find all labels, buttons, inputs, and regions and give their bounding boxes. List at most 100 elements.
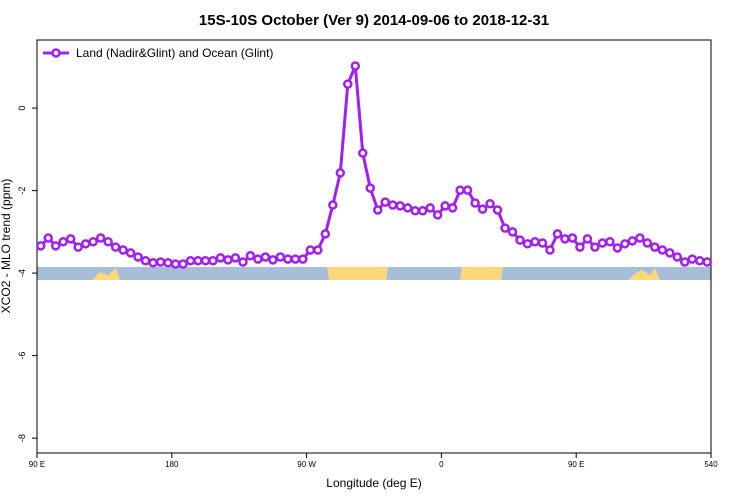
data-point bbox=[260, 252, 271, 262]
x-tick-label: 540 bbox=[704, 460, 718, 469]
data-point bbox=[702, 257, 713, 267]
data-point bbox=[672, 252, 683, 262]
land-patch bbox=[92, 268, 120, 280]
data-point bbox=[515, 235, 525, 245]
x-tick-label: 180 bbox=[165, 460, 179, 469]
land-ocean-strip bbox=[37, 267, 711, 280]
data-point bbox=[680, 257, 690, 267]
data-point bbox=[627, 236, 638, 246]
data-point bbox=[245, 251, 256, 261]
data-point bbox=[447, 203, 458, 213]
y-axis-label: XCO2 - MLO trend (ppm) bbox=[0, 179, 13, 314]
data-point bbox=[657, 245, 668, 255]
data-point bbox=[118, 245, 128, 255]
data-point bbox=[178, 259, 188, 269]
data-point bbox=[170, 259, 181, 269]
data-point bbox=[500, 223, 510, 233]
data-point bbox=[485, 199, 495, 209]
data-point bbox=[560, 234, 570, 244]
data-point bbox=[417, 206, 428, 216]
data-point bbox=[43, 233, 53, 243]
legend-label: Land (Nadir&Glint) and Ocean (Glint) bbox=[76, 46, 273, 60]
y-tick-label: 0 bbox=[17, 106, 27, 111]
data-point bbox=[620, 239, 630, 249]
data-point bbox=[200, 255, 211, 266]
data-point bbox=[358, 148, 368, 158]
legend-marker bbox=[51, 48, 61, 58]
data-point bbox=[402, 203, 413, 213]
data-point bbox=[410, 206, 420, 216]
data-point bbox=[440, 201, 450, 211]
data-point bbox=[238, 257, 248, 267]
data-point bbox=[507, 227, 518, 237]
data-point bbox=[320, 229, 331, 239]
data-point bbox=[185, 255, 196, 266]
land-patch bbox=[628, 268, 660, 280]
data-point bbox=[155, 257, 166, 267]
data-point bbox=[35, 241, 46, 251]
y-tick-label: -8 bbox=[17, 434, 27, 442]
data-point bbox=[687, 254, 698, 264]
data-point bbox=[537, 238, 548, 248]
data-point bbox=[328, 200, 338, 210]
data-point bbox=[597, 238, 608, 248]
data-point bbox=[650, 242, 660, 252]
data-point bbox=[567, 233, 578, 243]
data-point bbox=[110, 242, 121, 252]
x-tick-label: 0 bbox=[439, 460, 444, 469]
land-patch bbox=[460, 267, 503, 280]
data-point bbox=[298, 254, 308, 264]
data-point bbox=[215, 253, 226, 263]
data-point bbox=[522, 239, 533, 249]
data-point bbox=[665, 248, 675, 258]
data-point bbox=[380, 197, 390, 207]
data-point bbox=[470, 198, 480, 208]
chart-title: 15S-10S October (Ver 9) 2014-09-06 to 20… bbox=[199, 12, 549, 29]
data-point bbox=[350, 61, 361, 71]
data-point bbox=[125, 248, 136, 258]
data-point bbox=[477, 204, 488, 214]
data-point bbox=[223, 255, 233, 265]
data-point bbox=[545, 245, 555, 255]
data-point bbox=[290, 254, 301, 264]
data-point bbox=[343, 79, 353, 89]
data-point bbox=[612, 243, 623, 253]
data-point bbox=[335, 168, 346, 178]
series-line bbox=[39, 65, 708, 266]
data-point bbox=[275, 252, 286, 262]
data-point bbox=[387, 200, 398, 210]
data-point bbox=[148, 258, 158, 268]
x-tick-label: 90 E bbox=[29, 460, 45, 469]
x-tick-label: 90 W bbox=[297, 460, 316, 469]
data-point bbox=[372, 205, 383, 215]
data-point bbox=[88, 237, 98, 247]
data-point bbox=[305, 245, 316, 255]
data-point bbox=[133, 252, 143, 262]
x-axis-label: Longitude (deg E) bbox=[326, 476, 421, 490]
data-point bbox=[283, 254, 293, 264]
data-point bbox=[432, 210, 443, 220]
data-point bbox=[552, 229, 563, 239]
data-point bbox=[80, 239, 91, 249]
data-point bbox=[58, 237, 68, 247]
data-point bbox=[365, 183, 376, 193]
data-point bbox=[455, 185, 465, 195]
data-point bbox=[462, 185, 473, 195]
data-point bbox=[230, 253, 241, 263]
data-point bbox=[530, 237, 540, 247]
data-point bbox=[103, 237, 113, 247]
data-point bbox=[73, 242, 83, 252]
land-patch bbox=[327, 267, 388, 280]
data-point bbox=[253, 254, 263, 264]
data-point bbox=[635, 233, 645, 243]
data-point bbox=[492, 205, 503, 215]
data-point bbox=[208, 255, 218, 266]
data-point bbox=[313, 245, 323, 255]
data-point bbox=[395, 201, 405, 211]
y-tick-label: -2 bbox=[17, 187, 27, 195]
data-point bbox=[425, 203, 435, 213]
data-point bbox=[582, 234, 593, 244]
data-point bbox=[268, 255, 278, 265]
data-point bbox=[590, 242, 600, 252]
